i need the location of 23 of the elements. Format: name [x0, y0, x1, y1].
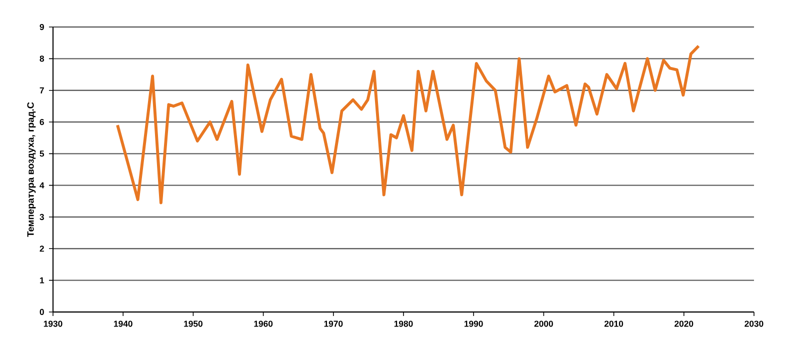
x-tick-label: 2010: [604, 320, 624, 327]
x-tick-label: 1950: [184, 320, 202, 327]
x-tick-label: 1940: [114, 320, 132, 327]
y-tick-label: 3: [40, 214, 44, 220]
line-series: [116, 44, 700, 204]
x-tick-label: 1960: [254, 320, 273, 327]
y-tick-label: 8: [40, 56, 44, 62]
x-tick-label: 2030: [744, 320, 764, 327]
y-tick-label: 6: [40, 118, 44, 126]
x-tick-label: 1980: [394, 320, 413, 327]
x-tick-label: 2000: [534, 320, 553, 327]
x-tick-label: 2020: [674, 320, 694, 327]
x-tick-label: 1990: [464, 320, 483, 327]
y-tick-label: 0: [40, 308, 44, 316]
x-tick-label: 1930: [44, 320, 62, 327]
y-tick-label: 5: [40, 150, 44, 157]
y-tick-label: 2: [40, 246, 44, 252]
y-tick-label: 4: [40, 182, 44, 188]
y-tick-label: 1: [40, 277, 44, 284]
y-tick-label: 7: [40, 87, 44, 94]
y-tick-label: 9: [40, 24, 44, 30]
x-tick-label: 1970: [324, 320, 343, 327]
y-axis-title: Температура воздуха, град.С: [27, 102, 36, 237]
